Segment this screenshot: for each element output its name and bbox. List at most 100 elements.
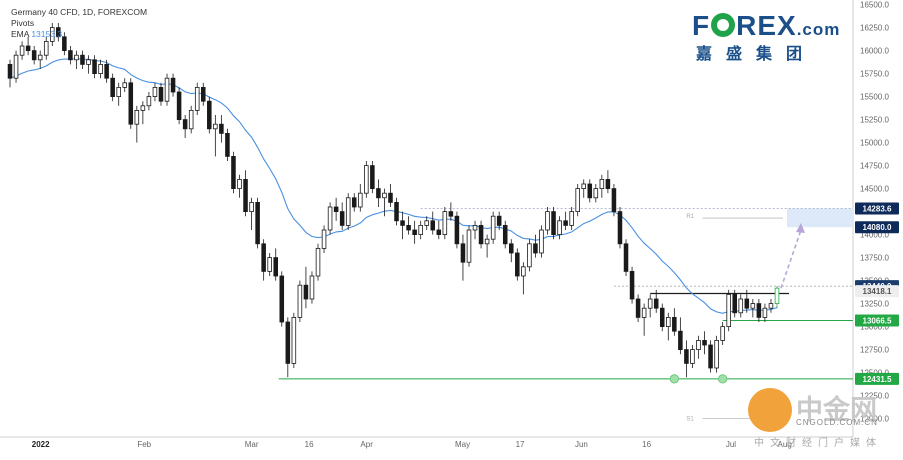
candle-body — [466, 229, 472, 263]
candle-body — [62, 36, 67, 51]
pivot-r1-label: R1 — [686, 214, 694, 220]
candle-body — [92, 59, 97, 74]
candle-body — [98, 64, 103, 75]
candle-body — [684, 349, 689, 364]
candle-body — [188, 110, 194, 130]
candle-body — [732, 293, 737, 314]
cngold-logo-icon — [748, 388, 792, 432]
x-tick-label: Mar — [245, 440, 259, 449]
candle-body — [237, 178, 242, 189]
logo-wordmark: F REX.com — [692, 10, 840, 42]
candle-body — [436, 229, 442, 235]
candle-body — [13, 54, 19, 79]
candle-body — [539, 229, 544, 254]
candle-body — [364, 165, 369, 194]
candle-body — [170, 77, 176, 93]
pivot-s1-label: S1 — [686, 417, 694, 423]
x-tick-label: Aug — [778, 440, 792, 449]
y-tick-label: 15000.0 — [860, 139, 889, 148]
x-tick-label: 17 — [516, 440, 525, 449]
candle-body — [533, 243, 538, 254]
y-tick-label: 16500.0 — [860, 1, 889, 10]
logo-letter-f: F — [692, 10, 711, 41]
candle-body — [345, 197, 351, 226]
y-tick-label: 16000.0 — [860, 47, 889, 56]
candle-body — [297, 284, 303, 318]
candle-body — [74, 54, 79, 61]
price-label-box — [855, 372, 899, 385]
candle-body — [587, 183, 593, 199]
candle-body — [376, 188, 381, 199]
candle-body — [442, 211, 448, 236]
legend-instrument: Germany 40 CFD, 1D, FOREXCOM — [11, 7, 148, 17]
candle-body — [146, 96, 152, 107]
candle-body — [182, 119, 188, 130]
candle-body — [285, 321, 291, 364]
candle-body — [641, 307, 647, 318]
candle-body — [7, 64, 13, 79]
candle-body — [104, 64, 109, 79]
price-label-box — [855, 221, 899, 234]
candle-body — [690, 349, 695, 364]
legend-ema: EMA 13153.3 — [11, 29, 147, 40]
candle-body — [128, 82, 134, 125]
candle-body — [496, 215, 502, 226]
candle-body — [647, 298, 653, 309]
x-tick-label: 16 — [642, 440, 651, 449]
x-tick-label: Jun — [575, 440, 588, 449]
candle-body — [672, 316, 677, 332]
candle-body — [478, 224, 484, 245]
candle-body — [231, 155, 236, 189]
x-tick-label: May — [455, 440, 470, 449]
y-tick-label: 14000.0 — [860, 231, 889, 240]
candle-body — [424, 220, 429, 226]
chart-legend: Germany 40 CFD, 1D, FOREXCOM Pivots EMA … — [11, 7, 147, 40]
candle-body — [714, 339, 719, 369]
candle-body — [200, 87, 206, 102]
candle-body — [575, 188, 580, 213]
candle-body — [557, 220, 562, 236]
candle-body — [68, 50, 73, 61]
candle-body — [86, 59, 91, 65]
candle-body — [774, 287, 780, 305]
x-tick-label: Apr — [360, 440, 373, 449]
projection-arrowhead — [796, 223, 805, 233]
candle-body — [412, 229, 417, 235]
candle-body — [321, 229, 327, 249]
candle-body — [768, 303, 774, 309]
candle-body — [696, 339, 701, 350]
price-label-text: 14080.0 — [863, 223, 892, 232]
candle-body — [382, 192, 387, 199]
candle-body — [738, 298, 744, 314]
forex-logo: F REX.com 嘉盛集团 — [692, 10, 840, 64]
candle-body — [515, 252, 520, 277]
candle-body — [267, 257, 272, 272]
candle-body — [249, 201, 254, 212]
target-zone — [787, 208, 853, 228]
candle-body — [635, 298, 641, 318]
logo-dotcom: .com — [796, 20, 841, 39]
candle-body — [617, 211, 623, 245]
candle-body — [339, 211, 345, 226]
candle-body — [213, 123, 218, 130]
candle-body — [110, 77, 115, 97]
candle-body — [255, 201, 260, 245]
candle-body — [653, 298, 659, 309]
logo-chinese: 嘉盛集团 — [696, 44, 817, 63]
candle-body — [527, 243, 532, 268]
candle-body — [430, 220, 436, 231]
price-label-text: 12431.5 — [863, 375, 892, 384]
candle-body — [303, 284, 309, 300]
x-tick-label: Jul — [726, 440, 736, 449]
price-label-box — [855, 285, 899, 298]
candle-body — [388, 192, 393, 203]
candle-body — [122, 82, 128, 88]
candle-body — [400, 220, 405, 226]
candle-body — [750, 303, 756, 309]
candle-body — [756, 303, 762, 318]
candle-body — [744, 298, 750, 309]
candle-body — [629, 270, 635, 300]
candle-body — [418, 224, 423, 235]
